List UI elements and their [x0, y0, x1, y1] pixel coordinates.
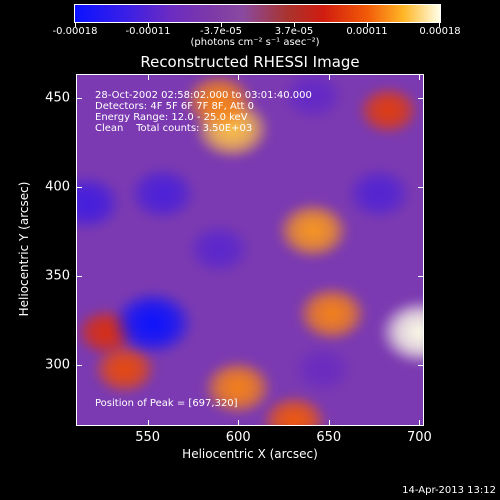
negative-region — [111, 289, 195, 357]
y-tick-label: 300 — [45, 357, 70, 373]
colorbar-tick — [221, 22, 222, 27]
y-tick-mark — [77, 186, 82, 188]
x-tick-label: 650 — [316, 430, 342, 445]
colorbar — [74, 4, 441, 27]
x-tick-label: 700 — [406, 430, 432, 445]
colorbar-tick-label: -3.7e-05 — [200, 26, 242, 37]
colorbar-tick-label: -0.00018 — [52, 26, 98, 37]
info-detectors: Detectors: 4F 5F 6F 7F 8F, Att 0 — [95, 101, 255, 112]
x-tick-mark — [147, 420, 149, 425]
colorbar-tick — [439, 22, 440, 27]
x-tick-label: 600 — [225, 430, 251, 445]
y-tick-mark — [418, 364, 423, 366]
y-tick-mark — [77, 364, 82, 366]
y-tick-mark — [418, 98, 423, 100]
colorbar-tick-label: 0.00011 — [346, 26, 388, 37]
negative-region — [128, 166, 197, 222]
colorbar-gradient — [74, 4, 441, 23]
chart-title: Reconstructed RHESSI Image — [140, 53, 360, 71]
y-axis-label: Heliocentric Y (arcsec) — [17, 181, 31, 317]
negative-region — [292, 344, 353, 394]
emission-source — [296, 285, 368, 343]
x-tick-mark — [419, 75, 421, 80]
negative-region — [345, 166, 413, 221]
emission-source — [276, 201, 350, 260]
negative-region — [281, 75, 345, 121]
footer-date: 14-Apr-2013 13:12 — [402, 485, 496, 496]
y-tick-mark — [77, 275, 82, 277]
colorbar-unit-label: (photons cm⁻² s⁻¹ asec⁻²) — [190, 37, 320, 48]
emission-source — [378, 298, 423, 366]
x-tick-mark — [419, 420, 421, 425]
x-tick-mark — [328, 420, 330, 425]
x-tick-mark — [328, 75, 330, 80]
colorbar-tick — [294, 22, 295, 27]
emission-source — [183, 75, 255, 130]
x-tick-label: 550 — [135, 430, 161, 445]
peak-position-label: Position of Peak = [697,320] — [95, 398, 238, 409]
colorbar-tick-label: 0.00018 — [419, 26, 461, 37]
colorbar-ticks — [75, 22, 440, 28]
y-tick-mark — [418, 275, 423, 277]
negative-region — [186, 223, 252, 276]
colorbar-tick-label: -0.00011 — [125, 26, 171, 37]
negative-region — [77, 174, 123, 232]
observation-info: 28-Oct-2002 02:58:02.000 to 03:01:40.000… — [95, 90, 312, 134]
info-time-range: 28-Oct-2002 02:58:02.000 to 03:01:40.000 — [95, 90, 312, 101]
x-tick-mark — [147, 75, 149, 80]
emission-source — [357, 85, 420, 136]
x-tick-mark — [238, 420, 240, 425]
y-tick-mark — [418, 186, 423, 188]
colorbar-tick — [367, 22, 368, 27]
y-tick-label: 400 — [45, 179, 70, 195]
info-energy-range: Energy Range: 12.0 - 25.0 keV — [95, 112, 248, 123]
x-axis-label: Heliocentric X (arcsec) — [182, 447, 318, 461]
heatmap-image — [77, 75, 423, 425]
colorbar-tick-label: 3.7e-05 — [274, 26, 314, 37]
image-plot-area — [76, 74, 424, 426]
y-tick-mark — [77, 98, 82, 100]
y-tick-label: 350 — [45, 268, 70, 284]
x-tick-mark — [238, 75, 240, 80]
colorbar-tick — [148, 22, 149, 27]
info-clean-counts: Clean Total counts: 3.50E+03 — [95, 123, 253, 134]
emission-source — [202, 359, 274, 417]
emission-source — [261, 394, 328, 425]
y-tick-label: 450 — [45, 90, 70, 106]
colorbar-tick — [75, 22, 76, 27]
